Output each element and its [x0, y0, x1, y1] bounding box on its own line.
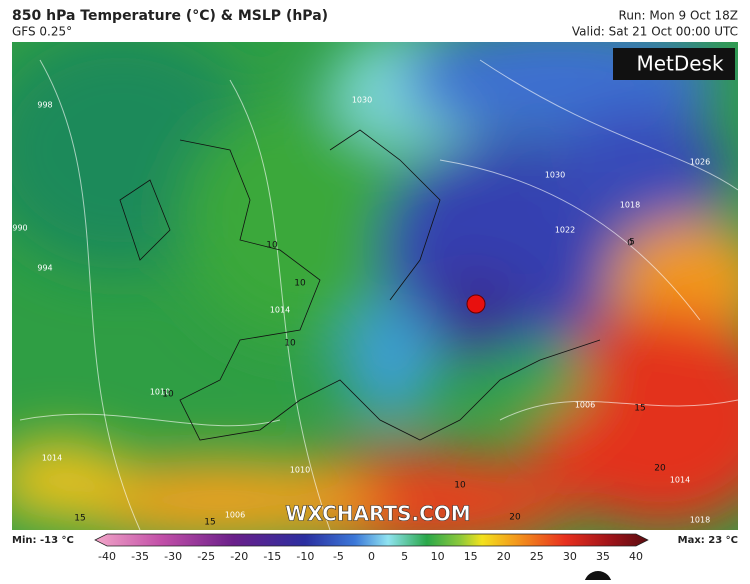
- corner-icon: [584, 571, 612, 584]
- isobar-label: 994: [37, 264, 52, 273]
- isobar-label: 1006: [225, 511, 245, 520]
- legend-max: Max: 23 °C: [678, 535, 738, 546]
- temperature-label: 15: [634, 404, 645, 414]
- isobar-label: 1018: [690, 516, 710, 525]
- isobar-label: 1010: [150, 388, 170, 397]
- logo-box: [613, 48, 735, 80]
- map: [12, 42, 738, 530]
- colorbar-tick-label: 35: [596, 550, 610, 563]
- colorbar-tick-label: 0: [368, 550, 375, 563]
- run: Run: Mon 9 Oct 18Z: [619, 9, 738, 23]
- isobar-label: 1018: [620, 201, 640, 210]
- title: 850 hPa Temperature (°C) & MSLP (hPa): [12, 8, 328, 24]
- watermark: WXCHARTS.COM: [285, 502, 470, 526]
- isobar-label: 1014: [270, 306, 290, 315]
- colorbar-tick-label: -15: [263, 550, 281, 563]
- colorbar-tick-label: 30: [563, 550, 577, 563]
- isobar-label: 1014: [670, 476, 690, 485]
- colorbar-tick-label: -5: [333, 550, 344, 563]
- location-marker: [466, 294, 486, 314]
- temperature-label: 15: [74, 514, 85, 524]
- isobar-label: 1022: [555, 226, 575, 235]
- isobar-label: 990: [12, 224, 27, 233]
- temperature-label: 10: [266, 241, 278, 251]
- colorbar-tick-label: -25: [197, 550, 215, 563]
- colorbar-tick-label: -10: [296, 550, 314, 563]
- isobar-label: 1006: [575, 401, 595, 410]
- colorbar-tick-label: 5: [401, 550, 408, 563]
- colorbar-tick-label: 40: [629, 550, 643, 563]
- colorbar-tick-label: 20: [497, 550, 511, 563]
- isobar-label: 1030: [545, 171, 565, 180]
- temperature-label: 10: [162, 390, 174, 400]
- colorbar-tick-label: 10: [431, 550, 445, 563]
- valid: Valid: Sat 21 Oct 00:00 UTC: [572, 25, 738, 39]
- colorbar-tick-label: -40: [98, 550, 116, 563]
- model: GFS 0.25°: [12, 25, 72, 39]
- temperature-label: 10: [454, 481, 466, 491]
- temperature-label: 10: [284, 339, 296, 349]
- temperature-label: 10: [294, 279, 306, 289]
- isobar-label: 1010: [290, 466, 310, 475]
- temperature-label: 0: [627, 239, 633, 249]
- temperature-label: 5: [629, 238, 635, 248]
- isobar-label: 1014: [42, 454, 62, 463]
- temperature-label: 15: [204, 518, 215, 528]
- colorbar-tick-label: -30: [164, 550, 182, 563]
- colorbar-tick-label: 25: [530, 550, 544, 563]
- isobar-label: 1030: [352, 96, 372, 105]
- legend-min: Min: -13 °C: [12, 535, 74, 546]
- colorbar-tick-label: -20: [230, 550, 248, 563]
- colorbar: [94, 533, 649, 547]
- temperature-label: 20: [509, 513, 521, 523]
- colorbar-tick-label: 15: [464, 550, 478, 563]
- colorbar-tick-label: -35: [131, 550, 149, 563]
- isobar-label: 998: [37, 101, 52, 110]
- temperature-label: 20: [654, 464, 666, 474]
- isobar-label: 1026: [690, 158, 710, 167]
- logo: MetDesk: [636, 52, 724, 76]
